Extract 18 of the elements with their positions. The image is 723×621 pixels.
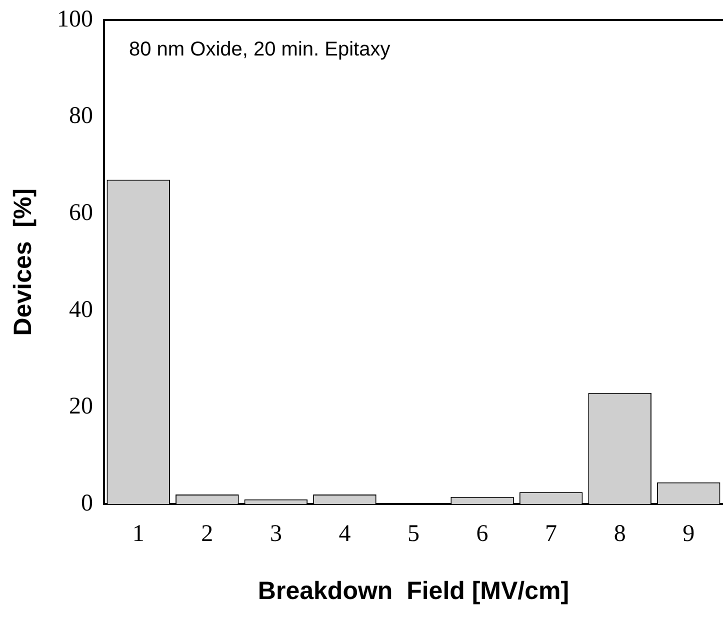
x-axis-title: Breakdown Field [MV/cm]: [258, 576, 570, 605]
x-tick-label: 7: [545, 520, 558, 547]
y-tick-label: 20: [69, 394, 93, 420]
y-tick-label: 0: [81, 490, 93, 516]
x-tick-label: 4: [338, 520, 351, 547]
x-tick-label: 6: [476, 520, 488, 547]
y-tick-label: 100: [57, 6, 93, 32]
x-tick-label: 8: [614, 520, 626, 547]
y-axis-title: Devices [%]: [8, 188, 37, 336]
y-tick-label: 60: [69, 200, 93, 226]
y-tick-label: 40: [69, 296, 93, 323]
x-tick-label: 9: [682, 520, 695, 547]
x-tick-label: 3: [270, 520, 282, 547]
x-tick-label: 2: [201, 520, 214, 547]
annotation: 80 nm Oxide, 20 min. Epitaxy: [129, 38, 390, 61]
y-tick-label: 80: [69, 103, 93, 130]
x-tick-label: 5: [408, 520, 420, 547]
x-tick-label: 1: [132, 520, 144, 547]
